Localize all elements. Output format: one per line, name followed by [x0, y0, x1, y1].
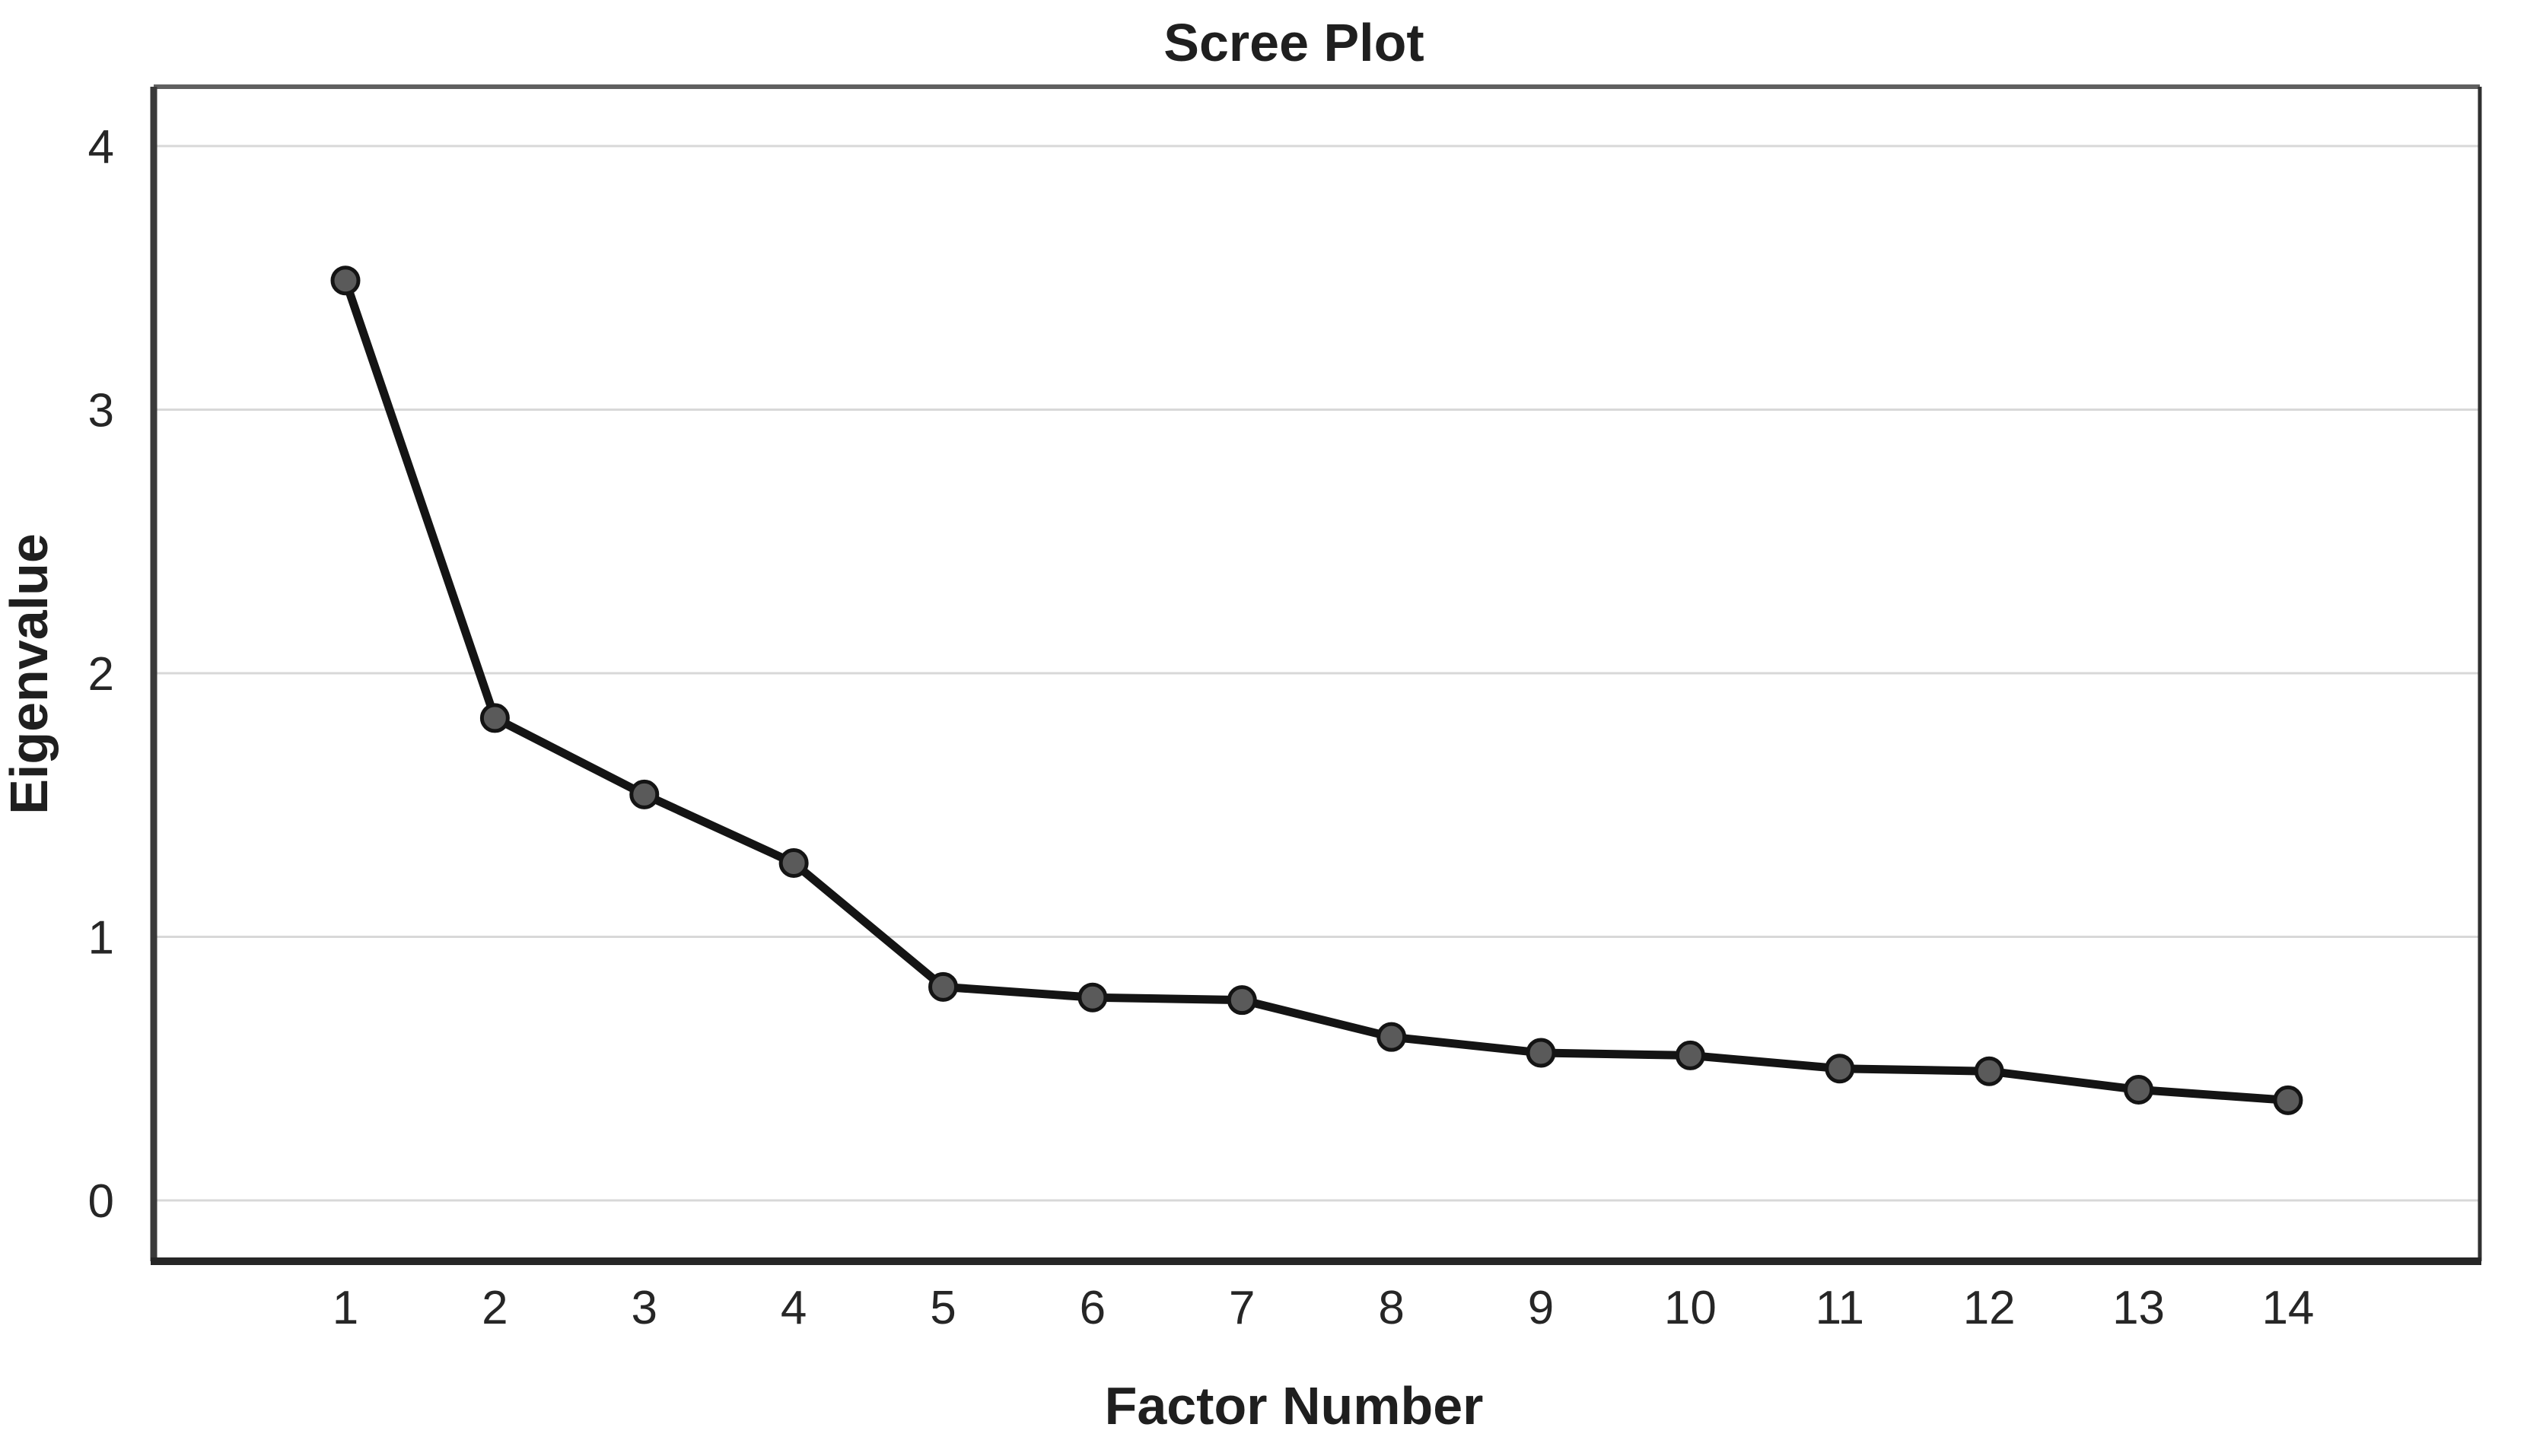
x-tick-label: 9 [1528, 1282, 1554, 1334]
data-point-marker [1825, 1054, 1855, 1084]
x-axis-title: Factor Number [1105, 1376, 1484, 1435]
y-axis-tick-labels: 0 1 2 3 4 [88, 121, 114, 1228]
x-tick-label: 10 [1664, 1282, 1717, 1334]
data-point-marker [928, 971, 959, 1002]
data-point-marker [1526, 1038, 1556, 1068]
data-point-marker [1376, 1022, 1407, 1052]
data-point-marker [1974, 1056, 2004, 1086]
x-tick-label: 1 [333, 1282, 358, 1334]
data-point-marker [2273, 1085, 2303, 1115]
data-point-marker [778, 847, 809, 878]
data-point-markers [330, 265, 2303, 1115]
y-tick-label: 3 [88, 385, 114, 437]
data-point-marker [1077, 982, 1108, 1013]
data-point-marker [330, 265, 361, 296]
x-tick-label: 8 [1378, 1282, 1404, 1334]
x-tick-label: 14 [2261, 1282, 2314, 1334]
x-tick-label: 6 [1080, 1282, 1106, 1334]
x-tick-label: 3 [632, 1282, 657, 1334]
x-tick-label: 7 [1229, 1282, 1255, 1334]
x-tick-label: 5 [930, 1282, 956, 1334]
eigenvalue-line [341, 276, 2293, 1105]
x-tick-label: 2 [482, 1282, 508, 1334]
y-tick-label: 1 [88, 912, 114, 965]
x-tick-label: 12 [1963, 1282, 2016, 1334]
chart-title: Scree Plot [1163, 13, 1424, 72]
y-axis-title: Eigenvalue [0, 533, 59, 815]
gridlines [154, 145, 2480, 1202]
data-point-marker [629, 779, 660, 809]
data-point-marker [2124, 1074, 2154, 1105]
x-tick-label: 4 [781, 1282, 807, 1334]
y-tick-label: 2 [88, 648, 114, 701]
x-tick-label: 11 [1816, 1282, 1864, 1334]
x-tick-label: 13 [2112, 1282, 2165, 1334]
y-tick-label: 4 [88, 121, 114, 173]
data-point-marker [1227, 985, 1257, 1016]
y-tick-label: 0 [88, 1175, 114, 1228]
data-point-marker [1675, 1040, 1705, 1070]
x-axis-tick-labels: 1 2 3 4 5 6 7 8 9 10 11 12 13 14 [333, 1282, 2315, 1334]
data-point-marker [479, 703, 510, 733]
plot-frame [150, 84, 2482, 1265]
